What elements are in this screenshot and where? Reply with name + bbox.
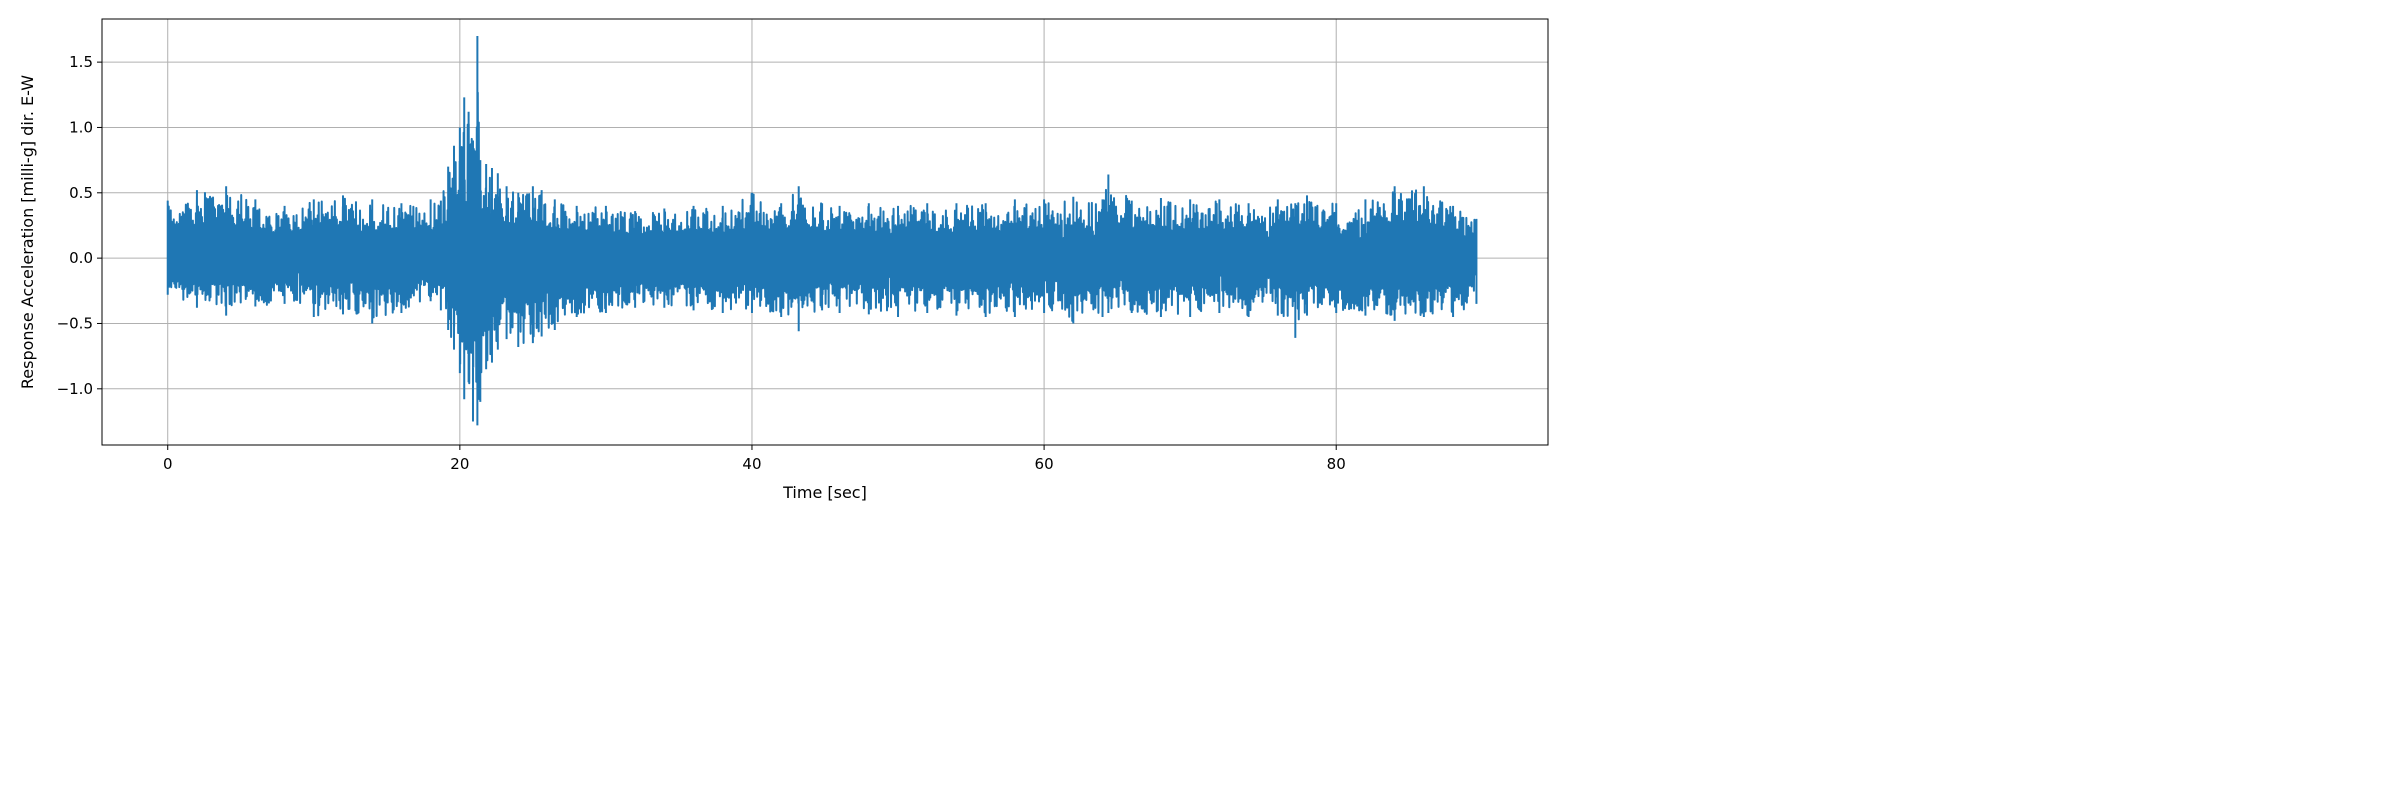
x-axis: 0 20 40 60 80 xyxy=(163,445,1346,473)
x-tick-label: 20 xyxy=(450,455,469,473)
plot-frame xyxy=(101,18,1549,446)
series-line xyxy=(166,35,1478,426)
chart: 0 20 40 60 80 −1.0 −0.5 0.0 0.5 1.0 1.5 Time [sec… xyxy=(0,0,1568,524)
y-tick-label: 0.5 xyxy=(69,184,93,202)
y-tick-label: 0.0 xyxy=(69,249,93,267)
y-tick-label: −1.0 xyxy=(57,380,93,398)
series-area xyxy=(166,35,1478,426)
x-axis-label: Time [sec] xyxy=(782,483,867,502)
y-tick-label: 1.0 xyxy=(69,118,93,136)
y-tick-label: 1.5 xyxy=(69,53,93,71)
x-tick-label: 0 xyxy=(163,455,173,473)
y-tick-label: −0.5 xyxy=(57,314,93,332)
y-axis: −1.0 −0.5 0.0 0.5 1.0 1.5 xyxy=(57,53,102,398)
x-tick-label: 40 xyxy=(742,455,761,473)
x-tick-label: 60 xyxy=(1035,455,1054,473)
x-tick-label: 80 xyxy=(1327,455,1346,473)
y-axis-label: Response Acceleration [milli-g] dir. E-W xyxy=(18,75,37,389)
